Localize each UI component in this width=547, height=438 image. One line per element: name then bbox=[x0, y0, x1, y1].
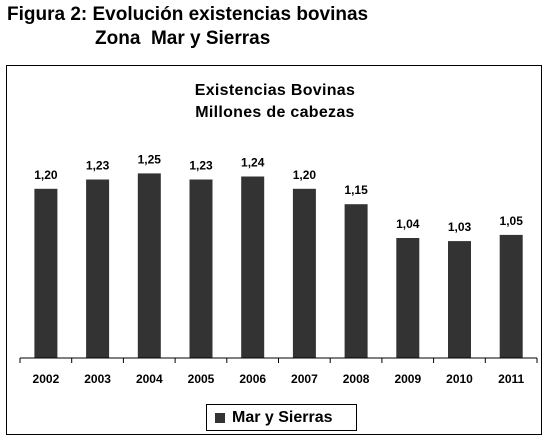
legend-label: Mar y Sierras bbox=[232, 408, 333, 426]
bar-2008 bbox=[344, 204, 368, 358]
x-tick-label-2011: 2011 bbox=[498, 372, 524, 386]
chart-plot: 1,20 2002 1,23 2003 1,25 2004 1,23 2005 1,24 2006… bbox=[19, 152, 538, 386]
bar-2009 bbox=[396, 238, 420, 358]
figure-title-line1: Figura 2: Evolución existencias bovinas bbox=[7, 4, 369, 25]
legend-swatch bbox=[215, 412, 225, 423]
x-tick-label-2003: 2003 bbox=[84, 372, 111, 386]
chart-title: Existencias Bovinas bbox=[194, 82, 356, 99]
data-label-2006: 1,24 bbox=[241, 156, 265, 170]
data-label-2009: 1,04 bbox=[396, 217, 420, 231]
bar-2007 bbox=[292, 188, 316, 358]
data-label-2002: 1,20 bbox=[34, 168, 58, 182]
chart-legend: Mar y Sierras bbox=[206, 404, 357, 431]
x-tick-label-2006: 2006 bbox=[239, 372, 266, 386]
data-label-2010: 1,03 bbox=[448, 220, 472, 234]
bar-2006 bbox=[241, 176, 265, 358]
bar-2011 bbox=[499, 234, 523, 358]
x-tick-label-2007: 2007 bbox=[291, 372, 318, 386]
bar-2004 bbox=[137, 173, 161, 358]
bar-2005 bbox=[189, 179, 213, 358]
figure-title-line2: Zona Mar y Sierras bbox=[95, 28, 271, 49]
x-tick-label-2009: 2009 bbox=[394, 372, 421, 386]
bar-2003 bbox=[86, 179, 110, 358]
x-tick-label-2010: 2010 bbox=[446, 372, 473, 386]
x-tick-label-2002: 2002 bbox=[33, 372, 60, 386]
x-tick-label-2005: 2005 bbox=[188, 372, 215, 386]
chart-frame: Existencias Bovinas Millones de cabezas … bbox=[6, 65, 542, 435]
x-tick-label-2008: 2008 bbox=[343, 372, 370, 386]
data-label-2005: 1,23 bbox=[189, 159, 213, 173]
bar-2002 bbox=[34, 188, 58, 358]
bar-2010 bbox=[448, 241, 471, 358]
data-label-2003: 1,23 bbox=[86, 159, 110, 173]
data-label-2007: 1,20 bbox=[293, 168, 317, 182]
data-label-2004: 1,25 bbox=[138, 152, 162, 166]
x-tick-label-2004: 2004 bbox=[136, 372, 163, 386]
chart-subtitle: Millones de cabezas bbox=[195, 104, 355, 121]
data-label-2011: 1,05 bbox=[500, 214, 524, 228]
data-label-2008: 1,15 bbox=[344, 183, 368, 197]
